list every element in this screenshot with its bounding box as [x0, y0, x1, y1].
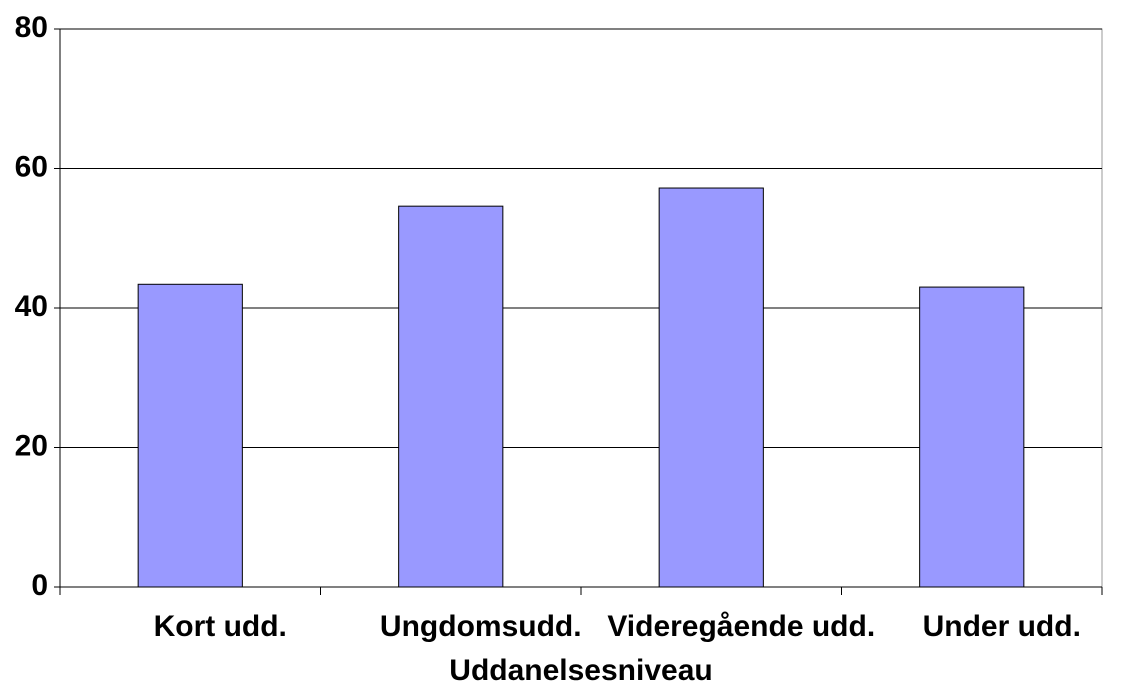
x-tick-label: Kort udd. [154, 610, 287, 643]
y-tick-label: 80 [15, 11, 48, 44]
y-tick-label: 40 [15, 290, 48, 323]
bar [919, 286, 1025, 588]
y-tick-label: 0 [31, 569, 48, 602]
y-tick-label: 60 [15, 150, 48, 183]
x-tick-label: Under udd. [923, 610, 1081, 643]
x-axis-title: Uddanelsesniveau [449, 654, 712, 686]
bar [658, 187, 764, 588]
x-tick-label: Ungdomsudd. [380, 610, 582, 643]
x-tick-label: Videregående udd. [607, 610, 875, 643]
bar [137, 283, 243, 588]
bar [398, 205, 504, 588]
y-tick-label: 20 [15, 429, 48, 462]
